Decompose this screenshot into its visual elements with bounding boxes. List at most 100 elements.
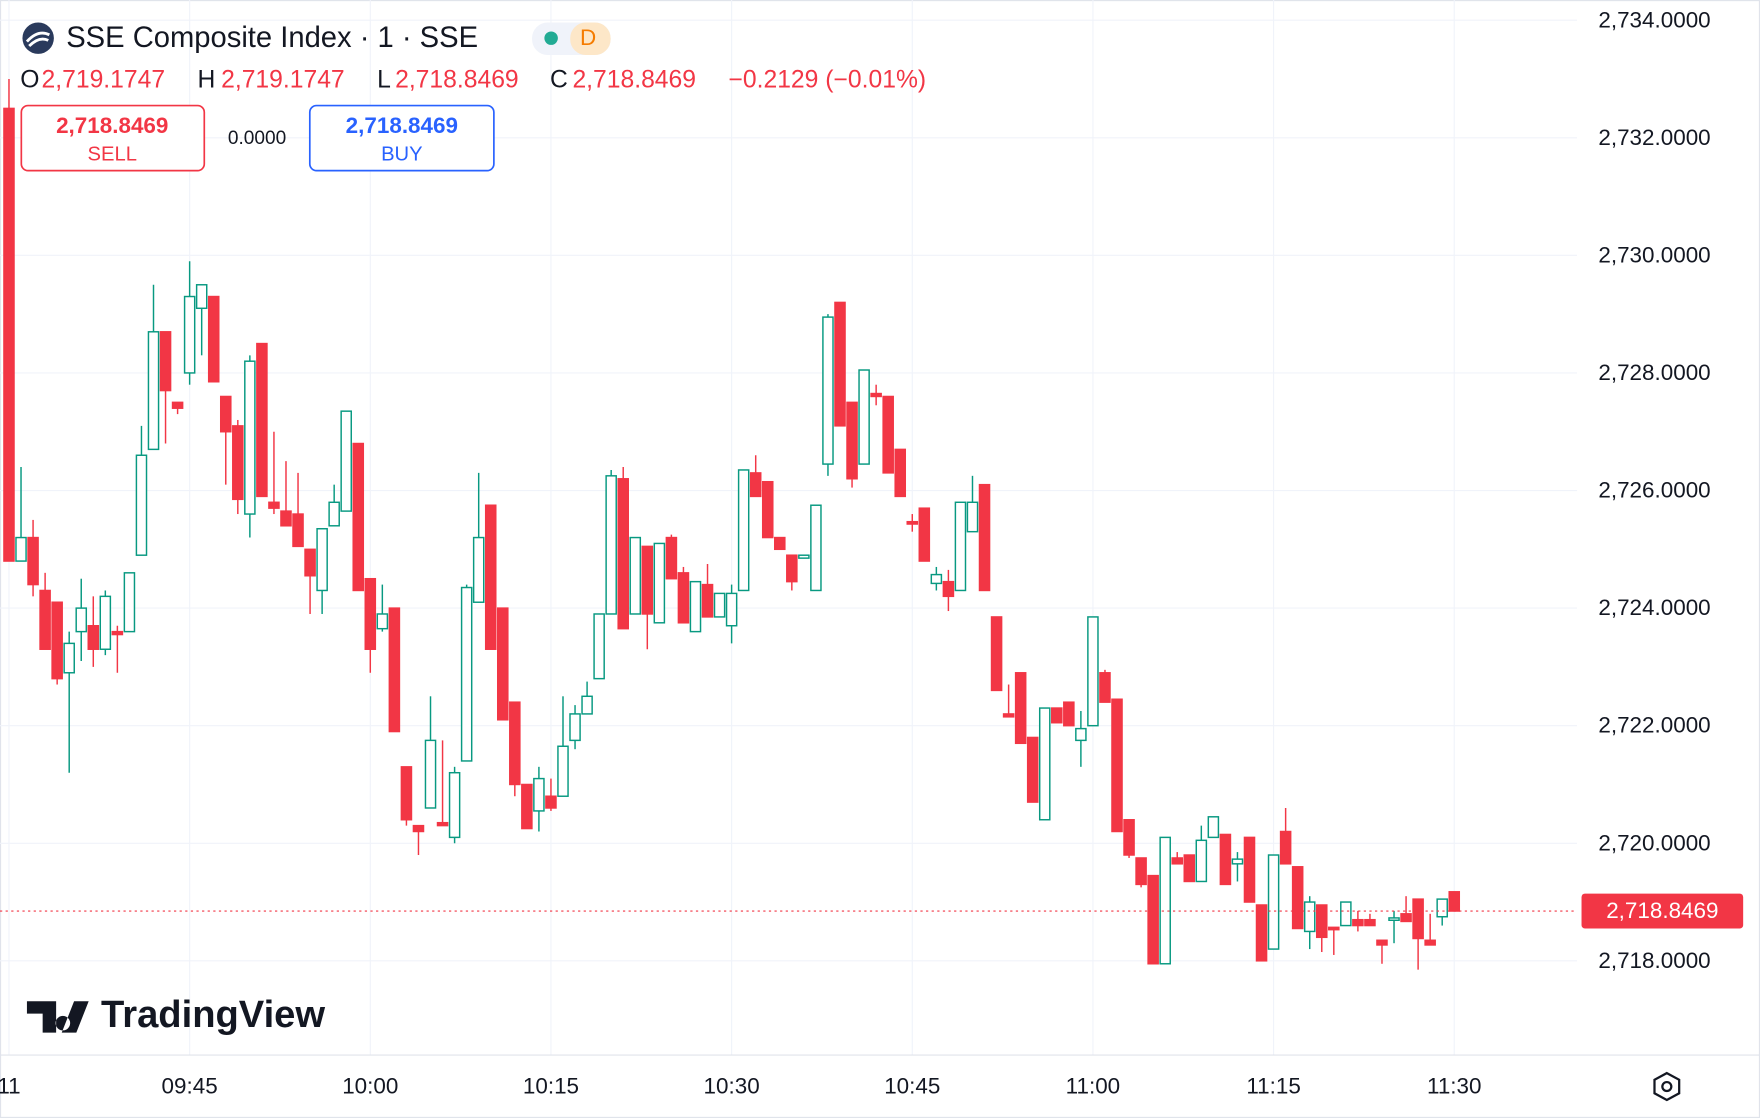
candle-body [1183, 854, 1196, 883]
candle-body [593, 613, 605, 680]
ohlc-value: 2,718.8469 [395, 66, 519, 93]
last-price-tag [1581, 893, 1744, 929]
candle-body [1364, 918, 1376, 927]
candle-body [1111, 698, 1123, 833]
market-status-dot [544, 31, 558, 45]
candle-body [75, 607, 88, 633]
candle-body [677, 572, 690, 624]
candle-body [1400, 913, 1412, 923]
x-tick-label: 11:15 [1246, 1074, 1300, 1099]
candle-body [1087, 616, 1099, 727]
candle-body [1002, 713, 1015, 718]
settings-gear[interactable] [1653, 1071, 1681, 1102]
candle-body [858, 369, 870, 465]
candles-layer [3, 79, 1461, 970]
candle-body [1315, 904, 1328, 939]
candle-body [665, 536, 678, 580]
candle-body [713, 592, 726, 618]
candle-body [1376, 939, 1388, 946]
candle-body [147, 331, 160, 451]
candle-body [195, 284, 208, 310]
candle-body [1231, 858, 1244, 865]
candle-body [894, 448, 907, 498]
interval-badge: D [580, 25, 596, 50]
candle-body [882, 395, 894, 474]
candle-body [930, 573, 943, 585]
x-tick-label: 09:45 [162, 1074, 218, 1099]
candle-body [484, 504, 497, 650]
candle-body [1026, 736, 1039, 803]
symbol-logo [22, 22, 54, 54]
candle-body [822, 316, 834, 465]
candle-body [496, 607, 509, 721]
candle-body [1255, 904, 1268, 962]
sell-label[interactable]: SELL [88, 143, 137, 165]
x-tick-label: 10:00 [342, 1074, 398, 1099]
sell-price[interactable]: 2,718.8469 [56, 113, 168, 138]
candle-body [1171, 857, 1184, 865]
brand-name: TradingView [101, 993, 325, 1036]
candle-body [51, 601, 63, 680]
x-tick-label: 11:00 [1066, 1074, 1120, 1099]
candle-body [1051, 707, 1063, 724]
candle-body [376, 613, 389, 630]
candle-body [545, 795, 557, 809]
candle-body [304, 548, 316, 577]
candle-body [1328, 926, 1340, 931]
buy-label[interactable]: BUY [381, 143, 423, 165]
candle-body [1436, 898, 1448, 918]
candle-body [111, 630, 124, 636]
candle-body [966, 501, 979, 533]
candle-body [870, 392, 882, 398]
candle-body [617, 478, 629, 630]
candle-body [1291, 866, 1304, 930]
spread: 0.0000 [228, 128, 286, 149]
candle-body [1388, 917, 1400, 922]
candle-body [689, 580, 702, 633]
candle-body [244, 360, 256, 515]
settings-gear-center[interactable] [1661, 1080, 1673, 1093]
last-price-label: 2,718.8469 [1606, 898, 1718, 923]
buy-button-box[interactable] [308, 104, 495, 172]
candle-body [653, 542, 666, 624]
x-tick-label: 10:15 [523, 1074, 579, 1099]
candle-body [1147, 874, 1159, 965]
sell-button-box[interactable] [20, 104, 206, 172]
candle-body [3, 107, 15, 562]
settings-icon[interactable] [1653, 1071, 1681, 1102]
candle-body [569, 713, 581, 742]
candle-body [39, 589, 51, 650]
candle-body [27, 536, 39, 586]
candle-body [774, 536, 786, 551]
candle-body [749, 472, 762, 498]
interval-badge-bg [570, 22, 611, 56]
x-tick-label: 11:30 [1427, 1074, 1481, 1099]
brand-logo [26, 1001, 89, 1033]
x-tick-label: 11 [0, 1074, 21, 1099]
candle-body [1075, 727, 1087, 742]
candle-body [1340, 901, 1352, 927]
candle-body [1195, 839, 1208, 883]
candle-body [424, 739, 437, 809]
y-tick-label: 2,730.0000 [1598, 242, 1710, 267]
sell-button[interactable]: 2,718.8469 SELL [20, 104, 206, 172]
ohlc-value: 2,719.1747 [221, 66, 345, 93]
buy-button[interactable]: 2,718.8469 BUY [308, 104, 495, 172]
candle-body [460, 586, 473, 762]
candle-body [1207, 816, 1220, 839]
candle-body [15, 536, 27, 562]
ohlc-label: O [20, 66, 39, 93]
candle-body [171, 401, 184, 409]
candle-body [1243, 836, 1256, 903]
candle-body [1448, 891, 1461, 912]
ohlc-value: 2,718.8469 [572, 66, 696, 93]
candle-body [533, 777, 545, 812]
candle-body [1267, 854, 1280, 950]
y-tick-label: 2,726.0000 [1598, 478, 1710, 503]
candle-body [135, 454, 148, 556]
buy-price[interactable]: 2,718.8469 [346, 113, 458, 138]
symbol-logo-mark [25, 31, 51, 48]
candle-body [1135, 857, 1147, 886]
y-tick-label: 2,718.0000 [1598, 948, 1710, 973]
